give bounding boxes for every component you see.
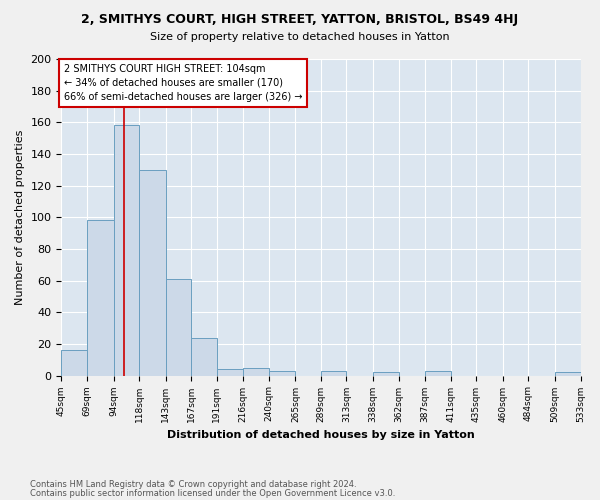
Bar [321,371,346,376]
Bar [217,369,243,376]
Text: Contains public sector information licensed under the Open Government Licence v3: Contains public sector information licen… [30,488,395,498]
Bar [61,350,87,376]
Bar [113,126,139,376]
Bar [555,372,581,376]
Bar [243,368,269,376]
Text: 2 SMITHYS COURT HIGH STREET: 104sqm
← 34% of detached houses are smaller (170)
6: 2 SMITHYS COURT HIGH STREET: 104sqm ← 34… [64,64,302,102]
Bar [139,170,166,376]
Bar [166,279,191,376]
Bar [87,220,113,376]
Text: 2, SMITHYS COURT, HIGH STREET, YATTON, BRISTOL, BS49 4HJ: 2, SMITHYS COURT, HIGH STREET, YATTON, B… [82,12,518,26]
Text: Size of property relative to detached houses in Yatton: Size of property relative to detached ho… [150,32,450,42]
Bar [191,338,217,376]
Text: Contains HM Land Registry data © Crown copyright and database right 2024.: Contains HM Land Registry data © Crown c… [30,480,356,489]
Bar [425,371,451,376]
X-axis label: Distribution of detached houses by size in Yatton: Distribution of detached houses by size … [167,430,475,440]
Bar [373,372,398,376]
Y-axis label: Number of detached properties: Number of detached properties [15,130,25,305]
Bar [269,371,295,376]
